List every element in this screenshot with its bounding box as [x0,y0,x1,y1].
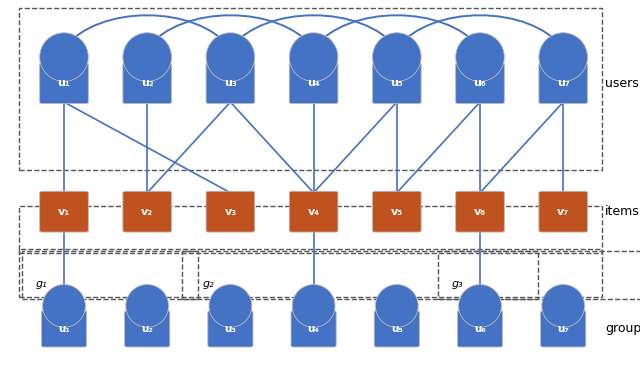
Ellipse shape [459,285,501,327]
FancyBboxPatch shape [208,311,253,347]
FancyBboxPatch shape [456,191,504,232]
Text: users: users [605,77,639,90]
Text: groups: groups [605,322,640,335]
Text: u₃: u₃ [225,324,236,334]
Ellipse shape [456,33,504,81]
Text: u₄: u₄ [307,78,320,88]
Text: v₅: v₅ [391,207,403,217]
FancyBboxPatch shape [206,63,255,104]
FancyBboxPatch shape [539,191,588,232]
Ellipse shape [539,33,588,81]
FancyBboxPatch shape [206,191,255,232]
FancyBboxPatch shape [40,191,88,232]
Text: u₄: u₄ [308,324,319,334]
Text: g₂: g₂ [202,279,214,289]
FancyBboxPatch shape [458,311,502,347]
FancyBboxPatch shape [42,311,86,347]
Text: u₅: u₅ [391,324,403,334]
Text: v₇: v₇ [557,207,569,217]
Text: u₃: u₃ [224,78,237,88]
Ellipse shape [123,33,172,81]
FancyBboxPatch shape [372,63,421,104]
Text: v₃: v₃ [225,207,236,217]
Ellipse shape [126,285,168,327]
FancyBboxPatch shape [541,311,586,347]
FancyBboxPatch shape [291,311,336,347]
Ellipse shape [376,285,418,327]
Text: u₁: u₁ [58,78,70,88]
FancyBboxPatch shape [372,191,421,232]
FancyBboxPatch shape [539,63,588,104]
Ellipse shape [289,33,338,81]
Text: g₁: g₁ [36,279,47,289]
FancyBboxPatch shape [123,191,172,232]
Text: u₇: u₇ [557,78,570,88]
Text: v₁: v₁ [58,207,70,217]
Text: u₂: u₂ [141,324,153,334]
Text: v₆: v₆ [474,207,486,217]
Text: v₄: v₄ [308,207,319,217]
Ellipse shape [206,33,255,81]
Text: u₂: u₂ [141,78,154,88]
Text: u₁: u₁ [58,324,70,334]
Text: u₆: u₆ [474,78,486,88]
Text: u₇: u₇ [557,324,569,334]
FancyBboxPatch shape [40,63,88,104]
Ellipse shape [43,285,85,327]
Text: u₆: u₆ [474,324,486,334]
FancyBboxPatch shape [289,63,338,104]
Ellipse shape [209,285,252,327]
Text: items: items [605,205,639,218]
Ellipse shape [292,285,335,327]
Text: g₃: g₃ [452,279,463,289]
FancyBboxPatch shape [289,191,338,232]
FancyBboxPatch shape [374,311,419,347]
FancyBboxPatch shape [456,63,504,104]
Ellipse shape [372,33,421,81]
Text: v₂: v₂ [141,207,153,217]
FancyBboxPatch shape [125,311,170,347]
Ellipse shape [40,33,88,81]
Text: u₅: u₅ [390,78,403,88]
Ellipse shape [542,285,584,327]
FancyBboxPatch shape [123,63,172,104]
